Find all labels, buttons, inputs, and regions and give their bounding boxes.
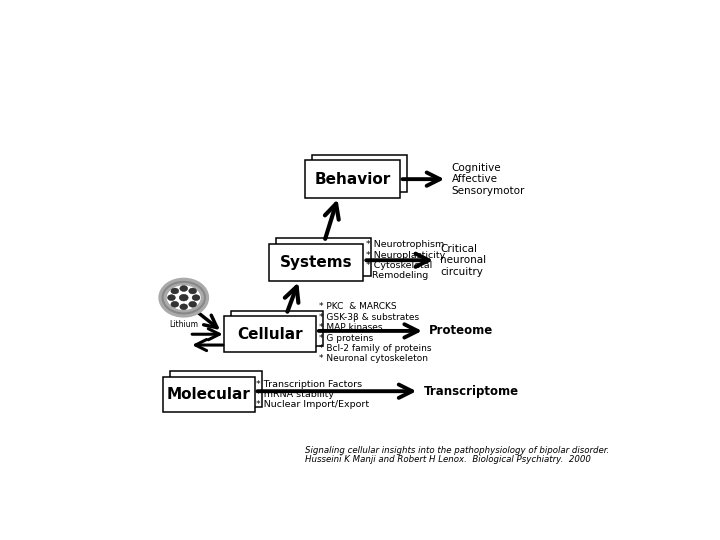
Circle shape [189, 288, 197, 294]
Text: Signaling cellular insights into the pathophysiology of bipolar disorder.: Signaling cellular insights into the pat… [305, 446, 609, 455]
Circle shape [167, 285, 200, 310]
FancyBboxPatch shape [269, 244, 364, 281]
FancyBboxPatch shape [276, 238, 371, 275]
Circle shape [179, 294, 188, 301]
Circle shape [192, 295, 200, 301]
FancyBboxPatch shape [224, 316, 316, 352]
FancyBboxPatch shape [170, 371, 262, 407]
Circle shape [180, 286, 188, 292]
Text: Lithium: Lithium [169, 320, 198, 329]
Text: * PKC  & MARCKS
* GSK-3β & substrates
* MAP kinases
* G proteins
* Bcl-2 family : * PKC & MARCKS * GSK-3β & substrates * M… [319, 302, 431, 363]
Circle shape [180, 304, 188, 310]
Circle shape [163, 282, 205, 313]
Text: Critical
neuronal
circuitry: Critical neuronal circuitry [441, 244, 487, 277]
FancyBboxPatch shape [305, 160, 400, 198]
FancyBboxPatch shape [163, 377, 255, 412]
Text: Cognitive
Affective
Sensorymotor: Cognitive Affective Sensorymotor [451, 163, 525, 195]
FancyBboxPatch shape [312, 155, 407, 192]
Circle shape [171, 301, 179, 307]
FancyBboxPatch shape [231, 311, 323, 346]
Text: Cellular: Cellular [237, 327, 303, 341]
Text: * Neurotrophism
* Neuroplasticity
* Cytoskeletal
  Remodeling: * Neurotrophism * Neuroplasticity * Cyto… [366, 240, 446, 280]
Text: Proteome: Proteome [429, 325, 493, 338]
Text: Molecular: Molecular [166, 387, 251, 402]
Circle shape [189, 301, 197, 307]
Text: Behavior: Behavior [314, 172, 390, 187]
Text: * Transcription Factors
* mRNA stability
* Nuclear Import/Export: * Transcription Factors * mRNA stability… [256, 380, 369, 409]
Text: Transcriptome: Transcriptome [423, 384, 519, 397]
Text: Husseini K Manji and Robert H Lenox.  Biological Psychiatry.  2000: Husseini K Manji and Robert H Lenox. Bio… [305, 455, 590, 464]
Circle shape [171, 288, 179, 294]
Text: Systems: Systems [279, 255, 352, 270]
Circle shape [168, 295, 176, 301]
